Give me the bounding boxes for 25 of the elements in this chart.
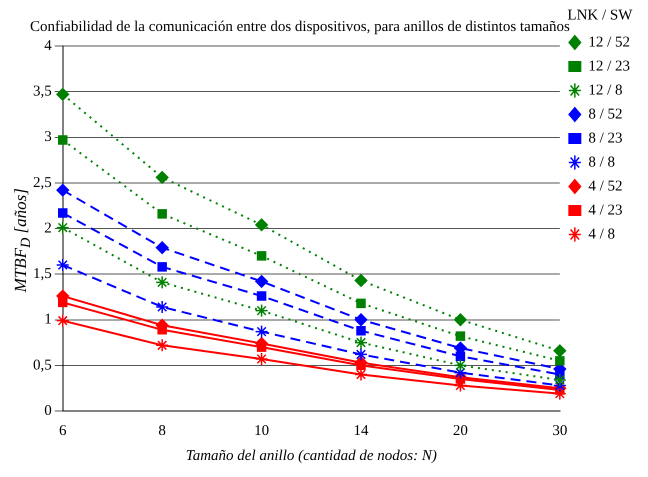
y-tick-label: 2,5 xyxy=(33,174,52,191)
x-axis-title: Tamaño del anillo (cantidad de nodos: N) xyxy=(186,448,437,464)
y-tick-label: 3 xyxy=(44,129,52,146)
x-tick-label: 6 xyxy=(59,422,67,439)
legend-label: 8 / 52 xyxy=(588,106,623,122)
legend-label: 4 / 23 xyxy=(588,202,623,218)
legend-label: 12 / 52 xyxy=(588,34,630,50)
x-tick-label: 30 xyxy=(552,422,568,439)
y-tick-label: 0 xyxy=(44,402,52,419)
legend-label: 8 / 8 xyxy=(588,154,616,170)
legend-label: 4 / 52 xyxy=(588,178,623,194)
y-tick-label: 0,5 xyxy=(33,357,52,374)
legend-label: 12 / 23 xyxy=(588,58,630,74)
x-tick-label: 14 xyxy=(354,422,369,439)
y-tick-label: 1 xyxy=(44,312,52,328)
y-tick-label: 1,5 xyxy=(33,266,52,282)
x-tick-label: 10 xyxy=(254,422,270,439)
legend-label: 4 / 8 xyxy=(588,226,616,242)
y-tick-label: 3,5 xyxy=(33,84,52,100)
legend-label: 8 / 23 xyxy=(588,130,623,146)
legend-label: 12 / 8 xyxy=(588,82,623,98)
y-tick-label: 4 xyxy=(44,38,52,54)
x-tick-label: 8 xyxy=(158,422,166,439)
x-tick-label: 20 xyxy=(452,422,468,439)
y-tick-label: 2 xyxy=(44,220,52,236)
